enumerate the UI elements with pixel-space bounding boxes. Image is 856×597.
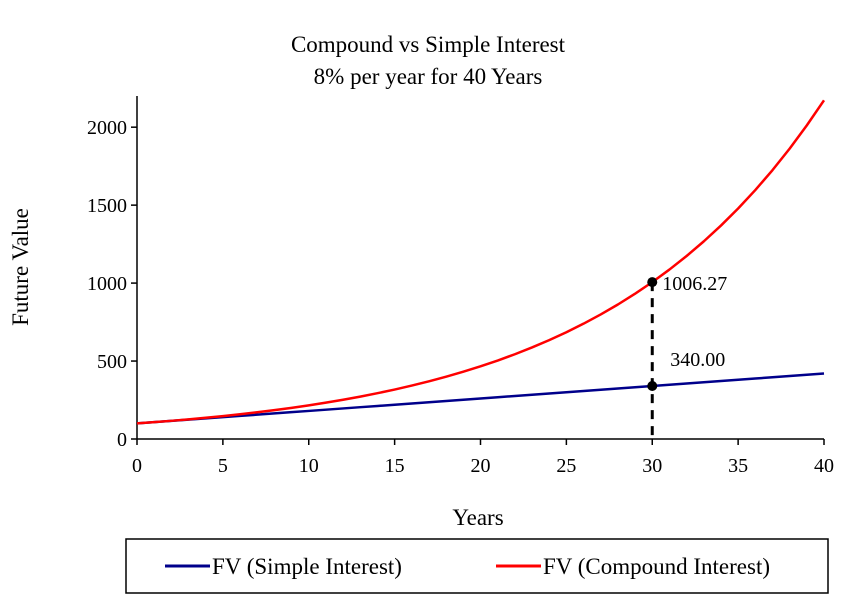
x-tick-label: 30 xyxy=(642,455,662,477)
x-tick-label: 15 xyxy=(385,455,405,477)
y-tick-label: 1500 xyxy=(87,195,127,217)
annotation-label: 1006.27 xyxy=(662,273,727,295)
series-line-simple xyxy=(136,372,825,425)
annotation-point xyxy=(647,380,658,391)
legend-label-compound: FV (Compound Interest) xyxy=(543,554,770,579)
annotation-label: 340.00 xyxy=(670,349,725,371)
plot-area: 0 500 1000 1500 2000 0 5 10 15 20 25 30 35 40 1006.27 3… xyxy=(87,96,834,477)
x-tick-label: 25 xyxy=(556,455,576,477)
y-axis-title: Future Value xyxy=(8,208,33,326)
y-tick-label: 500 xyxy=(97,351,127,373)
x-tick-label: 5 xyxy=(218,455,228,477)
x-tick-label: 40 xyxy=(814,455,834,477)
annotation-point xyxy=(647,277,658,288)
x-tick-label: 20 xyxy=(471,455,491,477)
x-axis-title: Years xyxy=(452,505,503,530)
legend: FV (Simple Interest) FV (Compound Intere… xyxy=(125,538,829,594)
chart-subtitle: 8% per year for 40 Years xyxy=(314,64,543,89)
x-tick-label: 10 xyxy=(299,455,319,477)
y-tick-label: 0 xyxy=(117,429,127,451)
chart-title: Compound vs Simple Interest xyxy=(291,32,566,57)
series-line-compound xyxy=(136,99,826,425)
legend-label-simple: FV (Simple Interest) xyxy=(212,554,402,579)
legend-box xyxy=(125,538,829,594)
y-tick-label: 1000 xyxy=(87,273,127,295)
x-tick-label: 0 xyxy=(132,455,142,477)
x-tick-label: 35 xyxy=(728,455,748,477)
y-tick-label: 2000 xyxy=(87,117,127,139)
